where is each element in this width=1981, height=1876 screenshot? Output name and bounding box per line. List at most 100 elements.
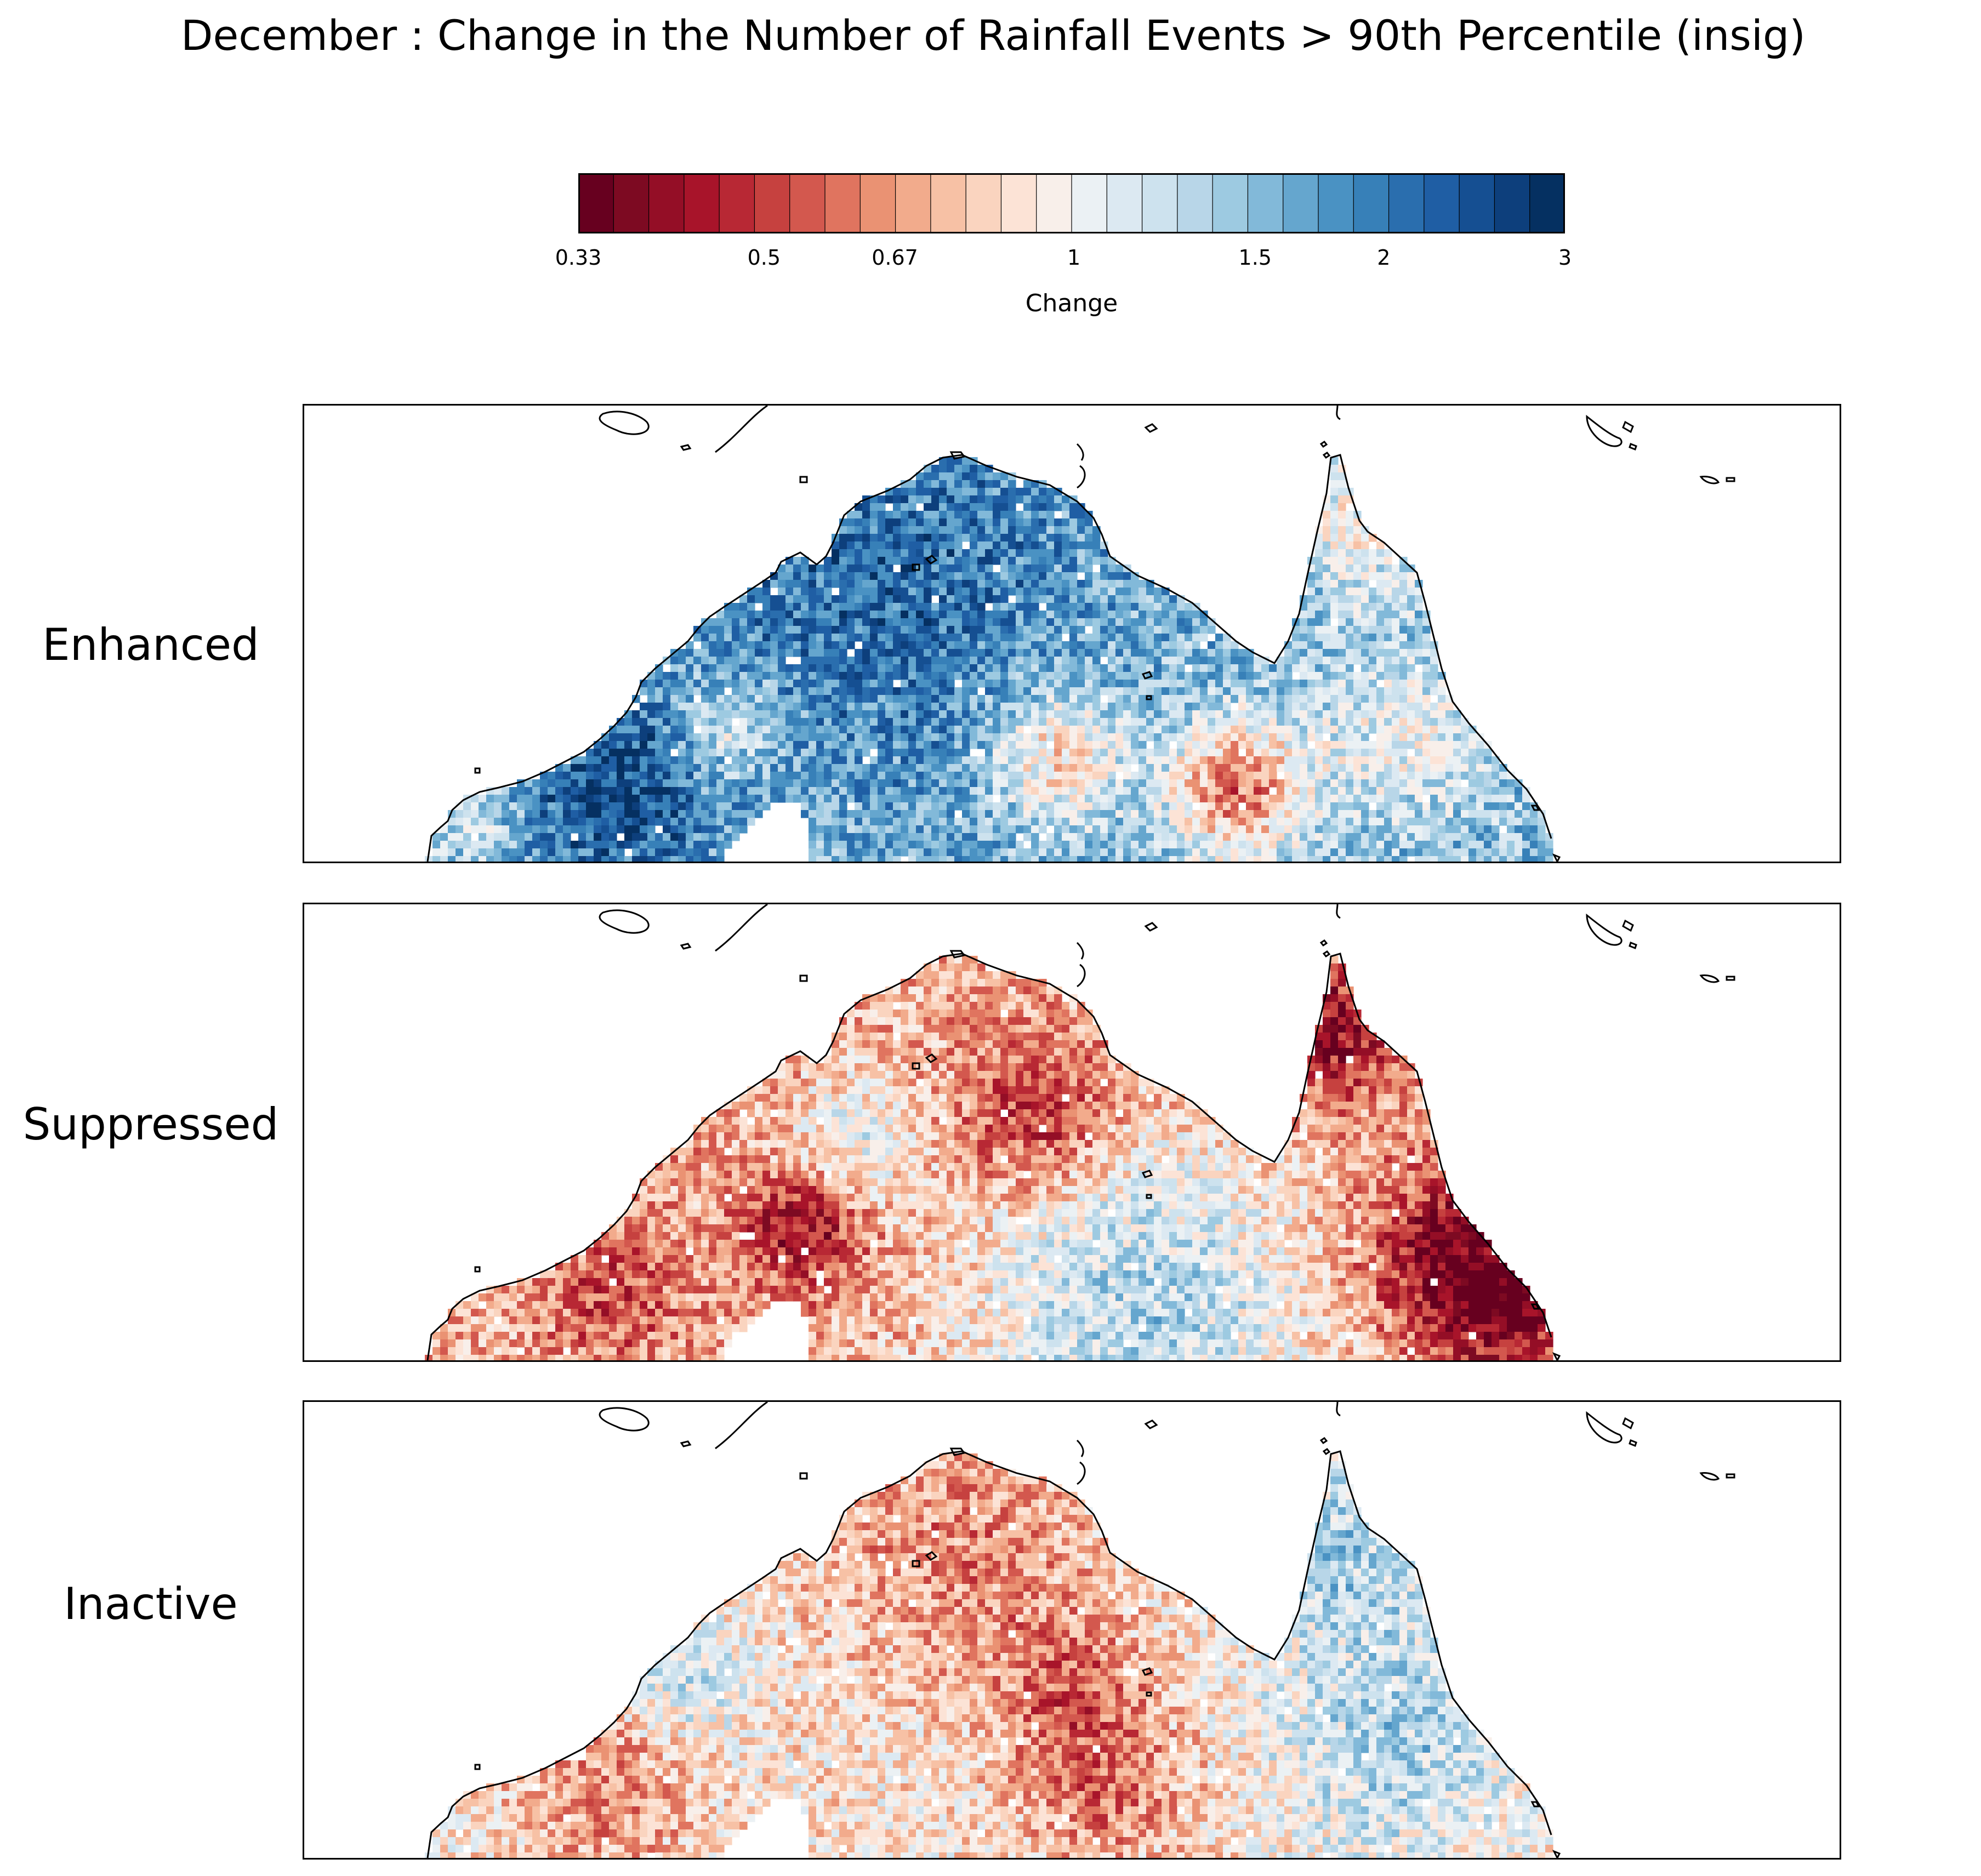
grid-cell	[1192, 818, 1200, 826]
grid-cell	[1062, 841, 1070, 849]
grid-cell	[1123, 848, 1131, 857]
grid-cell	[732, 603, 740, 611]
grid-cell	[770, 764, 778, 772]
grid-cell	[924, 472, 932, 481]
grid-cell	[609, 795, 617, 803]
grid-cell	[1031, 664, 1039, 672]
grid-cell	[739, 764, 748, 772]
grid-cell	[1200, 848, 1208, 857]
grid-cell	[1046, 564, 1055, 573]
grid-cell	[1284, 726, 1293, 734]
grid-cell	[1100, 580, 1108, 588]
grid-cell	[1369, 672, 1377, 680]
grid-cell	[1277, 749, 1285, 757]
grid-cell	[1261, 764, 1270, 772]
grid-cell	[885, 580, 893, 588]
grid-cell	[916, 1040, 924, 1048]
grid-cell	[1231, 795, 1239, 803]
grid-cell	[517, 787, 525, 795]
grid-cell	[1162, 756, 1170, 765]
grid-cell	[816, 710, 824, 719]
grid-cell	[1085, 833, 1093, 841]
grid-cell	[1023, 572, 1032, 580]
grid-cell	[693, 772, 702, 780]
grid-cell	[1146, 687, 1154, 695]
grid-cell	[1023, 541, 1032, 550]
grid-cell	[1315, 580, 1323, 588]
grid-cell	[901, 1033, 909, 1041]
grid-cell	[755, 611, 763, 619]
grid-cell	[739, 749, 748, 757]
grid-cell	[878, 779, 886, 788]
grid-cell	[1008, 634, 1016, 642]
grid-cell	[1054, 634, 1062, 642]
grid-cell	[563, 825, 571, 834]
grid-cell	[862, 741, 870, 749]
grid-cell	[1192, 649, 1200, 657]
grid-cell	[1369, 825, 1377, 834]
grid-cell	[1138, 825, 1147, 834]
grid-cell	[1315, 795, 1323, 803]
grid-cell	[855, 534, 863, 542]
grid-cell	[686, 787, 694, 795]
grid-cell	[924, 657, 932, 665]
grid-cell	[901, 756, 909, 765]
grid-cell	[855, 588, 863, 596]
grid-cell	[924, 649, 932, 657]
grid-cell	[801, 564, 809, 573]
grid-cell	[1407, 626, 1415, 634]
grid-cell	[862, 657, 870, 665]
grid-cell	[1330, 1010, 1339, 1018]
grid-cell	[548, 856, 556, 862]
grid-cell	[1100, 749, 1108, 757]
grid-cell	[1369, 603, 1377, 611]
grid-cell	[778, 779, 786, 788]
grid-cell	[931, 1010, 940, 1018]
grid-cell	[1108, 710, 1116, 719]
grid-cell	[486, 856, 494, 862]
grid-cell	[1208, 703, 1216, 711]
grid-cell	[1085, 634, 1093, 642]
grid-cell	[962, 618, 970, 626]
grid-cell	[1062, 541, 1070, 550]
grid-cell	[1200, 664, 1208, 672]
grid-cell	[1200, 779, 1208, 788]
grid-cell	[571, 848, 579, 857]
grid-cell	[931, 480, 940, 488]
grid-cell	[1169, 611, 1177, 619]
grid-cell	[1392, 710, 1400, 719]
grid-cell	[1208, 687, 1216, 695]
grid-cell	[1069, 772, 1078, 780]
grid-cell	[1069, 848, 1078, 857]
grid-cell	[755, 641, 763, 649]
grid-cell	[655, 818, 663, 826]
grid-cell	[1192, 848, 1200, 857]
grid-cell	[1131, 726, 1139, 734]
grid-cell	[1315, 772, 1323, 780]
grid-cell	[993, 503, 1001, 511]
grid-cell	[1200, 810, 1208, 818]
grid-cell	[578, 756, 587, 765]
grid-cell	[686, 710, 694, 719]
grid-cell	[1000, 649, 1009, 657]
grid-cell	[1399, 710, 1408, 719]
grid-cell	[1008, 749, 1016, 757]
grid-cell	[824, 710, 832, 719]
grid-cell	[1392, 580, 1400, 588]
grid-cell	[970, 764, 978, 772]
grid-cell	[739, 657, 748, 665]
grid-cell	[678, 680, 686, 688]
grid-cell	[816, 764, 824, 772]
grid-cell	[1169, 680, 1177, 688]
grid-cell	[755, 718, 763, 726]
grid-cell	[1346, 825, 1354, 834]
grid-cell	[1069, 1002, 1078, 1010]
grid-cell	[670, 787, 679, 795]
grid-cell	[1100, 710, 1108, 719]
grid-cell	[916, 726, 924, 734]
grid-cell	[1376, 557, 1385, 565]
grid-cell	[1131, 779, 1139, 788]
grid-cell	[939, 795, 947, 803]
grid-cell	[1300, 664, 1308, 672]
grid-cell	[1062, 756, 1070, 765]
